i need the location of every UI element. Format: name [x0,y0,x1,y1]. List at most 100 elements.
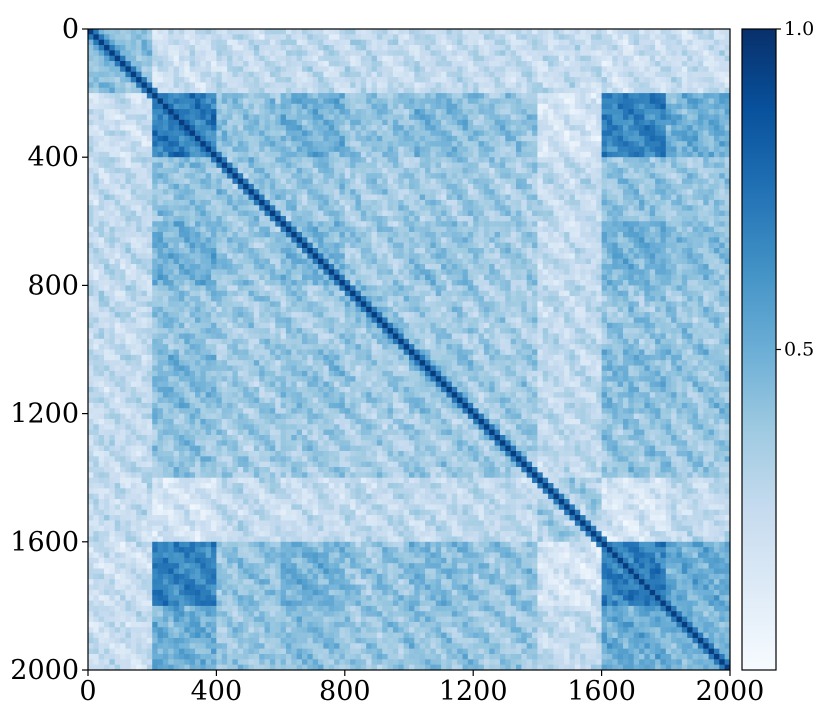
heatmap-cell [601,34,608,41]
heatmap-cell [585,55,592,62]
heatmap-cell [590,93,597,99]
heatmap-cell [285,146,292,153]
heatmap-cell [671,167,677,174]
heatmap-cell [392,125,399,131]
heatmap-cell [494,167,501,174]
heatmap-cell [532,210,538,217]
heatmap-cell [564,221,570,228]
heatmap-cell [558,130,565,137]
heatmap-cell [446,114,453,121]
heatmap-cell [499,173,506,179]
heatmap-cell [344,61,351,67]
heatmap-cell [660,135,667,142]
heatmap-cell [483,151,490,158]
heatmap-cell [414,173,421,179]
heatmap-cell [590,109,597,115]
heatmap-cell [601,167,608,174]
heatmap-cell [457,183,463,190]
heatmap-cell [216,178,223,185]
heatmap-cell [88,135,94,142]
heatmap-cell [264,226,271,233]
heatmap-cell [596,242,602,249]
heatmap-cell [687,114,693,121]
heatmap-cell [687,77,693,83]
heatmap-cell [537,82,544,89]
heatmap-cell [184,82,191,89]
heatmap-cell [318,231,324,238]
heatmap-cell [671,178,677,185]
heatmap-cell [719,189,726,195]
heatmap-cell [451,45,458,51]
heatmap-cell [409,66,415,73]
heatmap-cell [467,34,474,41]
heatmap-cell [232,119,239,126]
heatmap-cell [275,135,281,142]
heatmap-cell [248,215,255,222]
heatmap-cell [173,34,180,41]
heatmap-cell [114,125,121,131]
heatmap-cell [671,61,677,67]
heatmap-cell [280,119,287,126]
heatmap-cell [558,167,565,174]
heatmap-cell [403,135,410,142]
heatmap-cell [467,114,474,121]
heatmap-cell [195,50,201,57]
heatmap-cell [162,183,169,190]
heatmap-cell [296,237,303,244]
heatmap-cell [628,167,635,174]
heatmap-cell [248,114,255,121]
heatmap-cell [441,109,447,115]
heatmap-cell [376,167,383,174]
heatmap-cell [532,93,538,99]
heatmap-cell [713,87,720,94]
heatmap-cell [184,114,191,121]
heatmap-cell [88,119,94,126]
heatmap-cell [216,199,223,206]
heatmap-cell [628,50,635,57]
heatmap-cell [296,135,303,142]
heatmap-cell [532,135,538,142]
heatmap-cell [141,34,148,41]
heatmap-cell [323,162,330,169]
heatmap-cell [205,93,212,99]
heatmap-cell [665,87,672,94]
heatmap-cell [403,162,410,169]
heatmap-cell [623,109,629,115]
heatmap-cell [88,167,94,174]
heatmap-cell [291,173,298,179]
heatmap-cell [200,135,207,142]
heatmap-cell [612,183,619,190]
heatmap-cell [307,215,314,222]
heatmap-cell [178,157,185,163]
heatmap-cell [403,141,410,147]
heatmap-cell [451,141,458,147]
heatmap-cell [569,141,576,147]
heatmap-cell [596,205,602,212]
heatmap-cell [205,237,212,244]
heatmap-cell [269,45,276,51]
heatmap-cell [253,237,260,244]
heatmap-cell [275,248,281,254]
heatmap-cell [114,39,121,46]
heatmap-cell [125,167,132,174]
heatmap-cell [606,162,613,169]
heatmap-cell [505,178,512,185]
heatmap-cell [328,162,335,169]
heatmap-cell [344,130,351,137]
heatmap-cell [178,242,185,249]
heatmap-cell [644,119,651,126]
heatmap-cell [205,189,212,195]
heatmap-cell [687,55,693,62]
heatmap-cell [623,242,629,249]
heatmap-cell [98,157,105,163]
heatmap-cell [403,50,410,57]
heatmap-cell [350,93,356,99]
heatmap-cell [114,77,121,83]
heatmap-cell [548,135,554,142]
heatmap-cell [574,210,581,217]
heatmap-cell [628,221,635,228]
heatmap-cell [114,199,121,206]
heatmap-cell [505,29,512,35]
heatmap-cell [612,87,619,94]
heatmap-cell [382,50,388,57]
